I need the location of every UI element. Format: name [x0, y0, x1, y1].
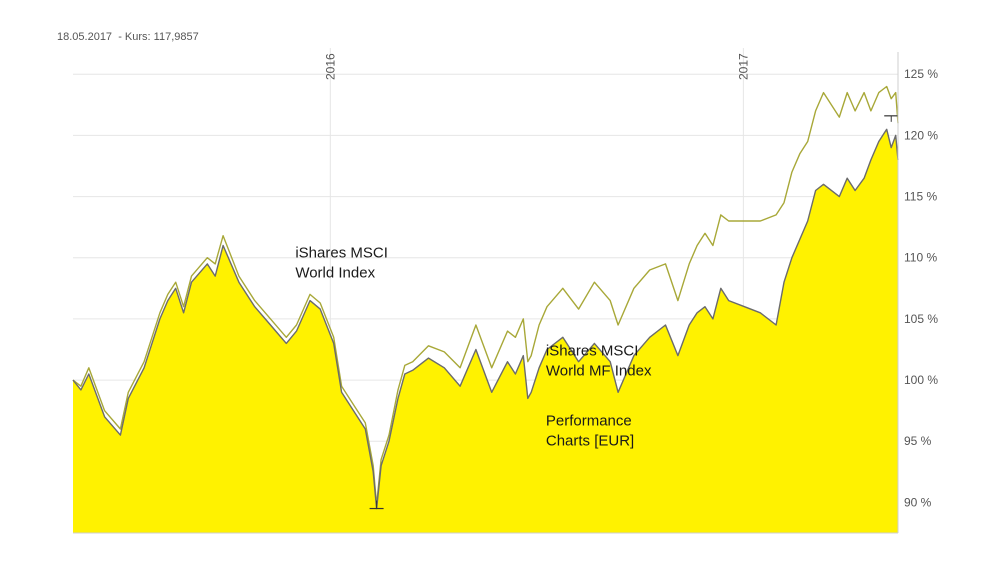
y-tick-label: 120 %	[904, 128, 938, 142]
annotation-line: World MF Index	[546, 363, 652, 380]
annotation-line: World Index	[295, 265, 375, 282]
y-tick-label: 110 %	[904, 251, 937, 265]
header-date: 18.05.2017	[57, 31, 113, 43]
chart-line-layer	[72, 85, 899, 510]
chart-axis-layer: 90 % 95 % 100 % 105 % 110 % 115 % 120 % 125 % 20…	[73, 52, 938, 534]
y-tick-label: 105 %	[904, 312, 938, 326]
chart-header: 18.05.2017 - Kurs: 117,9857	[57, 31, 199, 43]
chart-marker-layer	[369, 115, 899, 510]
annotation-line: Charts [EUR]	[546, 432, 634, 449]
chart-area-layer	[73, 129, 898, 534]
mf-series-line	[72, 128, 899, 510]
header-kurs-value: 117,9857	[153, 31, 199, 43]
annotation-line: Performance	[546, 412, 632, 429]
y-tick-label: 95 %	[904, 434, 932, 448]
x-tick-label: 2016	[323, 53, 337, 80]
annotation-line: iShares MSCI	[295, 245, 388, 262]
y-tick-label: 115 %	[904, 190, 937, 204]
y-tick-label: 90 %	[904, 495, 932, 509]
index-series-line	[72, 85, 899, 506]
y-tick-label: 125 %	[904, 67, 938, 81]
x-tick-label: 2017	[736, 53, 750, 80]
y-tick-label: 100 %	[904, 373, 938, 387]
chart-annotations: iShares MSCI World Index iShares MSCI World…	[295, 245, 652, 450]
mf-area-fill	[73, 129, 898, 534]
annotation-line: iShares MSCI	[546, 343, 639, 360]
header-kurs-label: - Kurs:	[118, 31, 151, 43]
